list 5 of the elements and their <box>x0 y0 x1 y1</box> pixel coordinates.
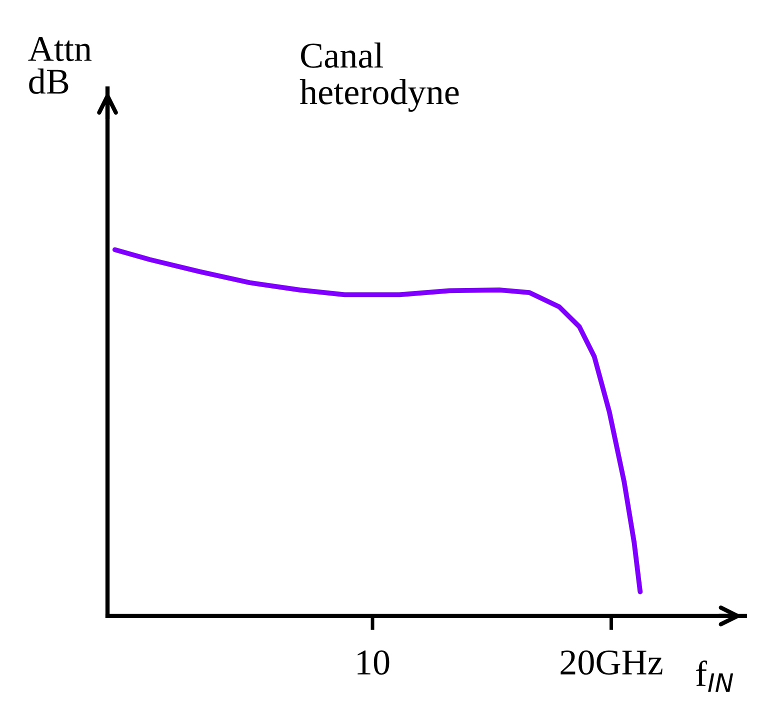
x-tick-label: 10 <box>358 650 390 675</box>
y-axis-title: Attn dB <box>28 36 92 94</box>
x-tick-label: 20GHz <box>560 650 662 675</box>
x-axis-title: f$_{IN}$ <box>696 660 734 692</box>
chart-title: Canal heterodyne <box>300 42 459 112</box>
